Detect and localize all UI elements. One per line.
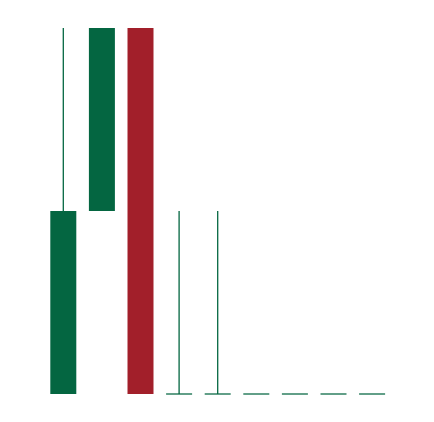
candle-5 xyxy=(204,211,231,395)
candle-1 xyxy=(50,28,77,394)
candle-body xyxy=(127,28,154,394)
candle-2 xyxy=(88,28,115,211)
candle-3 xyxy=(127,28,154,394)
candle-4 xyxy=(166,211,193,395)
candle-body xyxy=(88,28,115,211)
candles-layer xyxy=(50,28,386,395)
candle-body xyxy=(50,211,77,394)
